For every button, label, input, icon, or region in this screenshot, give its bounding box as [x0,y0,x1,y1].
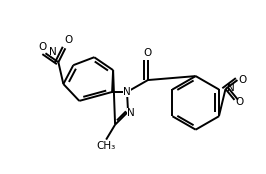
Text: N: N [227,83,235,93]
Text: CH₃: CH₃ [97,141,116,151]
Text: O: O [239,75,247,85]
Text: O: O [39,42,47,52]
Text: N: N [49,47,57,57]
Text: N: N [123,87,131,97]
Text: O: O [64,35,72,45]
Text: O: O [144,49,152,58]
Text: N: N [127,108,135,118]
Text: O: O [236,97,244,107]
